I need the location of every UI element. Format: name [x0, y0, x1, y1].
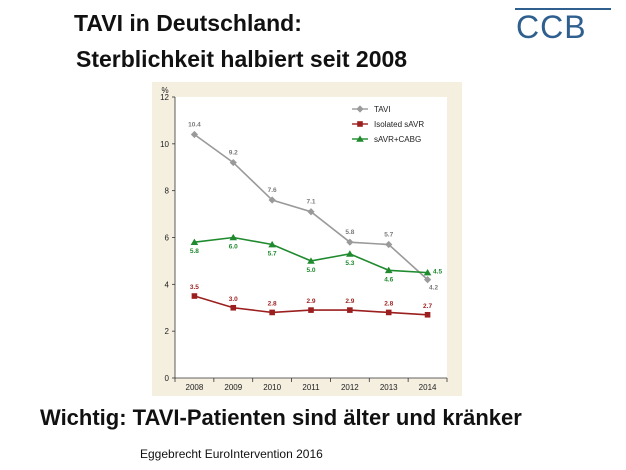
data-point-tavi — [307, 208, 315, 216]
data-label-isolated-savr: 3.5 — [190, 284, 199, 291]
data-label-tavi: 10.4 — [188, 121, 201, 128]
data-label-savr-cabg: 4.6 — [384, 276, 393, 283]
x-tick-label: 2012 — [341, 383, 359, 392]
legend-marker-savr-cabg — [356, 135, 364, 142]
data-point-savr-cabg — [423, 269, 432, 276]
data-label-savr-cabg: 4.5 — [433, 269, 442, 276]
x-tick-label: 2008 — [186, 383, 204, 392]
data-point-savr-cabg — [346, 250, 354, 257]
data-label-isolated-savr: 2.7 — [423, 303, 432, 310]
slide-title-line-1: TAVI in Deutschland: — [74, 10, 302, 36]
legend-marker-isolated-savr — [357, 121, 363, 127]
data-label-tavi: 9.2 — [229, 150, 238, 157]
y-tick-label: 6 — [165, 234, 170, 243]
data-point-savr-cabg — [384, 266, 393, 274]
data-point-isolated-savr — [191, 293, 198, 299]
x-tick-label: 2013 — [380, 383, 398, 392]
data-point-isolated-savr — [385, 309, 392, 316]
logo-rule — [515, 8, 611, 10]
data-point-savr-cabg — [190, 238, 199, 245]
plot-area — [175, 97, 447, 378]
x-tick-label: 2011 — [302, 383, 320, 392]
data-label-savr-cabg: 5.0 — [306, 267, 315, 274]
data-point-isolated-savr — [308, 307, 314, 313]
data-label-isolated-savr: 2.8 — [384, 300, 393, 307]
slide-subtitle: Wichtig: TAVI-Patienten sind älter und k… — [40, 405, 522, 430]
legend-marker-tavi — [356, 105, 364, 113]
data-label-savr-cabg: 5.7 — [268, 251, 277, 258]
y-tick-label: 2 — [165, 327, 170, 336]
data-label-tavi: 7.6 — [268, 187, 277, 194]
data-point-isolated-savr — [269, 309, 275, 316]
x-tick-label: 2014 — [419, 383, 437, 392]
data-label-tavi: 5.8 — [345, 229, 354, 236]
data-point-savr-cabg — [268, 240, 276, 248]
y-tick-label: 4 — [165, 280, 170, 289]
y-tick-label: 8 — [165, 187, 170, 196]
data-point-savr-cabg — [307, 257, 315, 264]
legend-label-savr-cabg: sAVR+CABG — [374, 135, 421, 144]
data-label-isolated-savr: 2.8 — [268, 300, 277, 307]
data-label-tavi: 4.2 — [429, 285, 438, 292]
slide-title-line-2: Sterblichkeit halbiert seit 2008 — [76, 46, 408, 72]
data-label-isolated-savr: 2.9 — [345, 298, 354, 305]
data-point-isolated-savr — [230, 304, 237, 311]
y-tick-label: 10 — [160, 140, 169, 149]
legend-label-isolated-savr: Isolated sAVR — [374, 120, 424, 129]
data-point-tavi — [229, 158, 237, 167]
data-point-isolated-savr — [347, 307, 353, 313]
data-label-savr-cabg: 5.8 — [190, 248, 199, 255]
data-label-savr-cabg: 5.3 — [345, 260, 354, 267]
data-label-isolated-savr: 2.9 — [306, 298, 315, 305]
data-label-tavi: 7.1 — [306, 199, 315, 206]
data-point-isolated-savr — [424, 311, 431, 318]
data-label-savr-cabg: 6.0 — [229, 244, 238, 251]
data-point-tavi — [385, 240, 393, 249]
data-point-savr-cabg — [229, 233, 238, 241]
mortality-line-chart: 0 2 4 6 8 10 12% 2008 2009 2010 2011 2012 2013 2014 10… — [160, 86, 448, 392]
y-tick-label: 12 — [160, 93, 169, 102]
y-axis-unit-label: % — [161, 86, 168, 95]
data-point-tavi — [190, 130, 199, 139]
data-label-isolated-savr: 3.0 — [229, 296, 238, 303]
y-tick-label: 0 — [165, 374, 170, 383]
source-citation: Eggebrecht EuroIntervention 2016 — [140, 447, 323, 461]
legend-label-tavi: TAVI — [374, 105, 391, 114]
x-tick-label: 2010 — [263, 383, 281, 392]
x-tick-label: 2009 — [224, 383, 242, 392]
ccb-logo: CCB — [516, 9, 587, 45]
data-label-tavi: 5.7 — [384, 232, 393, 239]
